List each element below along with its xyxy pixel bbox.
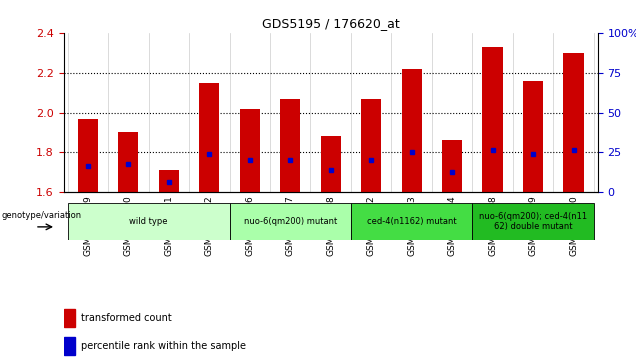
Bar bbox=[321, 136, 341, 192]
Bar bbox=[199, 83, 219, 192]
Bar bbox=[78, 118, 98, 192]
Text: nuo-6(qm200); ced-4(n11
62) double mutant: nuo-6(qm200); ced-4(n11 62) double mutan… bbox=[479, 212, 587, 231]
Title: GDS5195 / 176620_at: GDS5195 / 176620_at bbox=[262, 17, 399, 30]
Bar bbox=[280, 99, 300, 192]
Bar bbox=[159, 171, 179, 192]
Bar bbox=[67, 203, 230, 240]
Bar bbox=[473, 203, 594, 240]
Bar bbox=[64, 337, 75, 355]
Bar bbox=[230, 203, 351, 240]
Text: percentile rank within the sample: percentile rank within the sample bbox=[81, 341, 245, 351]
Bar bbox=[118, 132, 139, 192]
Bar bbox=[563, 53, 584, 192]
Bar bbox=[361, 99, 382, 192]
Text: nuo-6(qm200) mutant: nuo-6(qm200) mutant bbox=[244, 217, 337, 226]
Bar bbox=[401, 69, 422, 192]
Bar bbox=[64, 309, 75, 327]
Bar bbox=[483, 46, 502, 192]
Bar bbox=[523, 81, 543, 192]
Bar bbox=[351, 203, 473, 240]
Text: ced-4(n1162) mutant: ced-4(n1162) mutant bbox=[367, 217, 457, 226]
Bar bbox=[240, 109, 260, 192]
Text: genotype/variation: genotype/variation bbox=[1, 212, 81, 220]
Text: transformed count: transformed count bbox=[81, 313, 172, 323]
Bar bbox=[442, 140, 462, 192]
Text: wild type: wild type bbox=[129, 217, 168, 226]
